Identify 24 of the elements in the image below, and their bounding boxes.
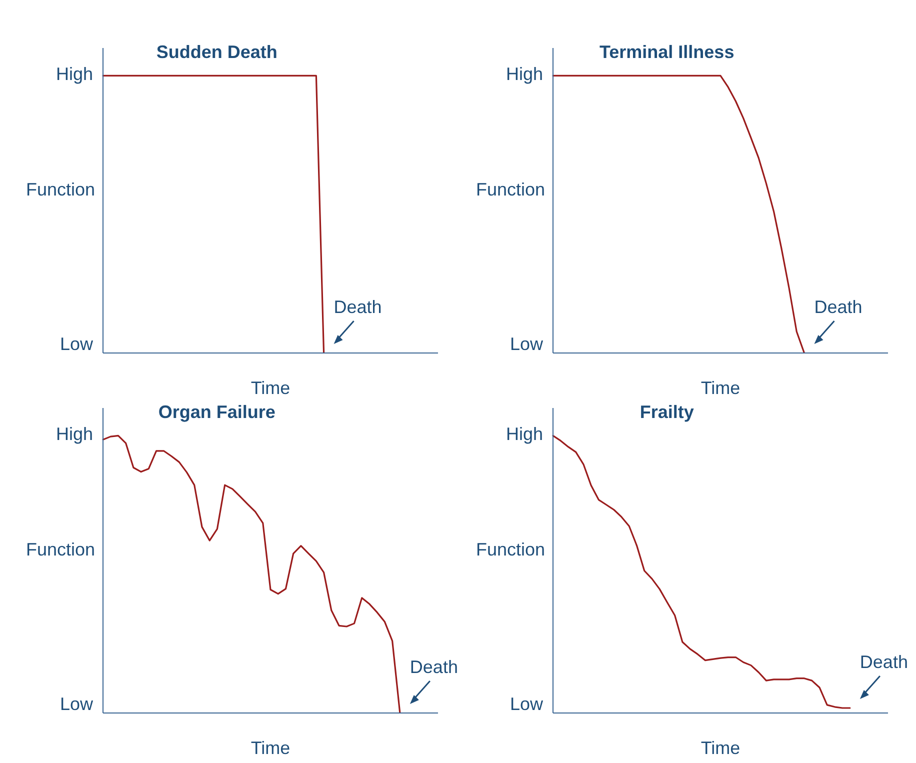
annotation: Death (410, 657, 458, 677)
text: High (506, 424, 543, 444)
annotation: Death (814, 297, 862, 317)
text: Low (60, 334, 94, 354)
x-axis-title: Time (700, 378, 740, 398)
text: Low (60, 694, 94, 714)
y-axis-title: Function (476, 179, 545, 200)
annotation: Death (334, 297, 382, 317)
y-axis-title: Function (26, 179, 95, 200)
x-axis-title: Time (700, 738, 740, 758)
text: High (56, 64, 93, 84)
chart-title: Terminal Illness (598, 42, 736, 63)
chart-title: Sudden Death (155, 42, 278, 63)
y-axis-title: Function (26, 539, 95, 560)
text: High (56, 424, 93, 444)
text: Low (510, 694, 544, 714)
chart-title: Organ Failure (157, 402, 276, 423)
text: High (506, 64, 543, 84)
annotation: Death (860, 652, 908, 672)
x-axis-title: Time (250, 738, 290, 758)
chart-title: Frailty (638, 402, 695, 423)
text: Low (510, 334, 544, 354)
x-axis-title: Time (250, 378, 290, 398)
y-axis-title: Function (476, 539, 545, 560)
